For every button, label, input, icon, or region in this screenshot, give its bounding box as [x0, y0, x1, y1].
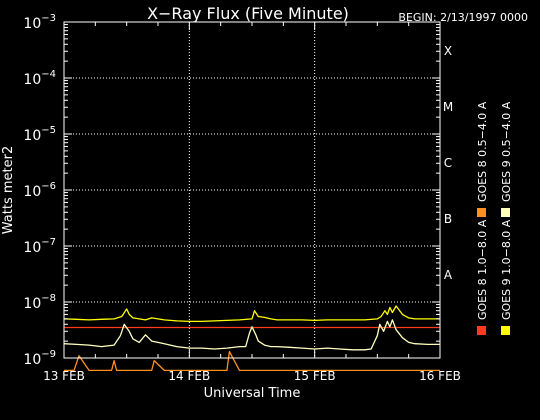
legend-swatch — [477, 326, 486, 335]
axes-layer — [63, 21, 441, 359]
y-tick-label: 10−7 — [23, 237, 56, 256]
grid-layer — [64, 22, 440, 358]
y-tick-label: 10−9 — [23, 349, 56, 368]
y-tick-label: 10−4 — [23, 69, 56, 88]
x-tick-label: 16 FEB — [419, 369, 461, 383]
legend-label: GOES 9 0.5−4.0 A — [500, 101, 513, 202]
y-tick-label: 10−5 — [23, 125, 56, 144]
flare-class-label: X — [444, 44, 452, 58]
y-tick-label: 10−6 — [23, 181, 56, 200]
flare-class-label: A — [444, 268, 453, 282]
legend-swatch — [501, 326, 510, 335]
legend-swatch — [477, 208, 486, 217]
x-axis-label: Universal Time — [204, 386, 301, 401]
legend-label: GOES 8 1.0−8.0 A — [476, 219, 489, 320]
flare-class-labels: A B C M X — [443, 44, 453, 282]
legend: GOES 8 1.0−8.0 A GOES 8 0.5−4.0 A GOES 9 1… — [476, 101, 513, 335]
y-tick-label: 10−8 — [23, 293, 56, 312]
flare-class-label: M — [443, 100, 453, 114]
legend-swatch — [501, 208, 510, 217]
x-tick-label: 13 FEB — [43, 369, 85, 383]
x-tick-label: 14 FEB — [168, 369, 210, 383]
x-tick-label: 15 FEB — [294, 369, 336, 383]
series-layer — [63, 305, 440, 372]
flare-class-label: B — [444, 212, 452, 226]
legend-label: GOES 8 0.5−4.0 A — [476, 101, 489, 202]
series-line-4 — [63, 319, 440, 351]
y-tick-labels: 10−9 10−8 10−7 10−6 10−5 10−4 10−3 — [23, 13, 56, 368]
y-tick-label: 10−3 — [23, 13, 56, 32]
series-line-3 — [63, 305, 440, 323]
y-axis-label: Watts meter2 — [1, 146, 16, 234]
x-tick-labels: 13 FEB 14 FEB 15 FEB 16 FEB — [43, 369, 461, 383]
chart-title: X−Ray Flux (Five Minute) — [147, 4, 349, 23]
series-line-2 — [64, 350, 440, 372]
begin-date-label: BEGIN: 2/13/1997 0000 — [398, 11, 528, 24]
legend-label: GOES 9 1.0−8.0 A — [500, 219, 513, 320]
flare-class-label: C — [444, 156, 452, 170]
